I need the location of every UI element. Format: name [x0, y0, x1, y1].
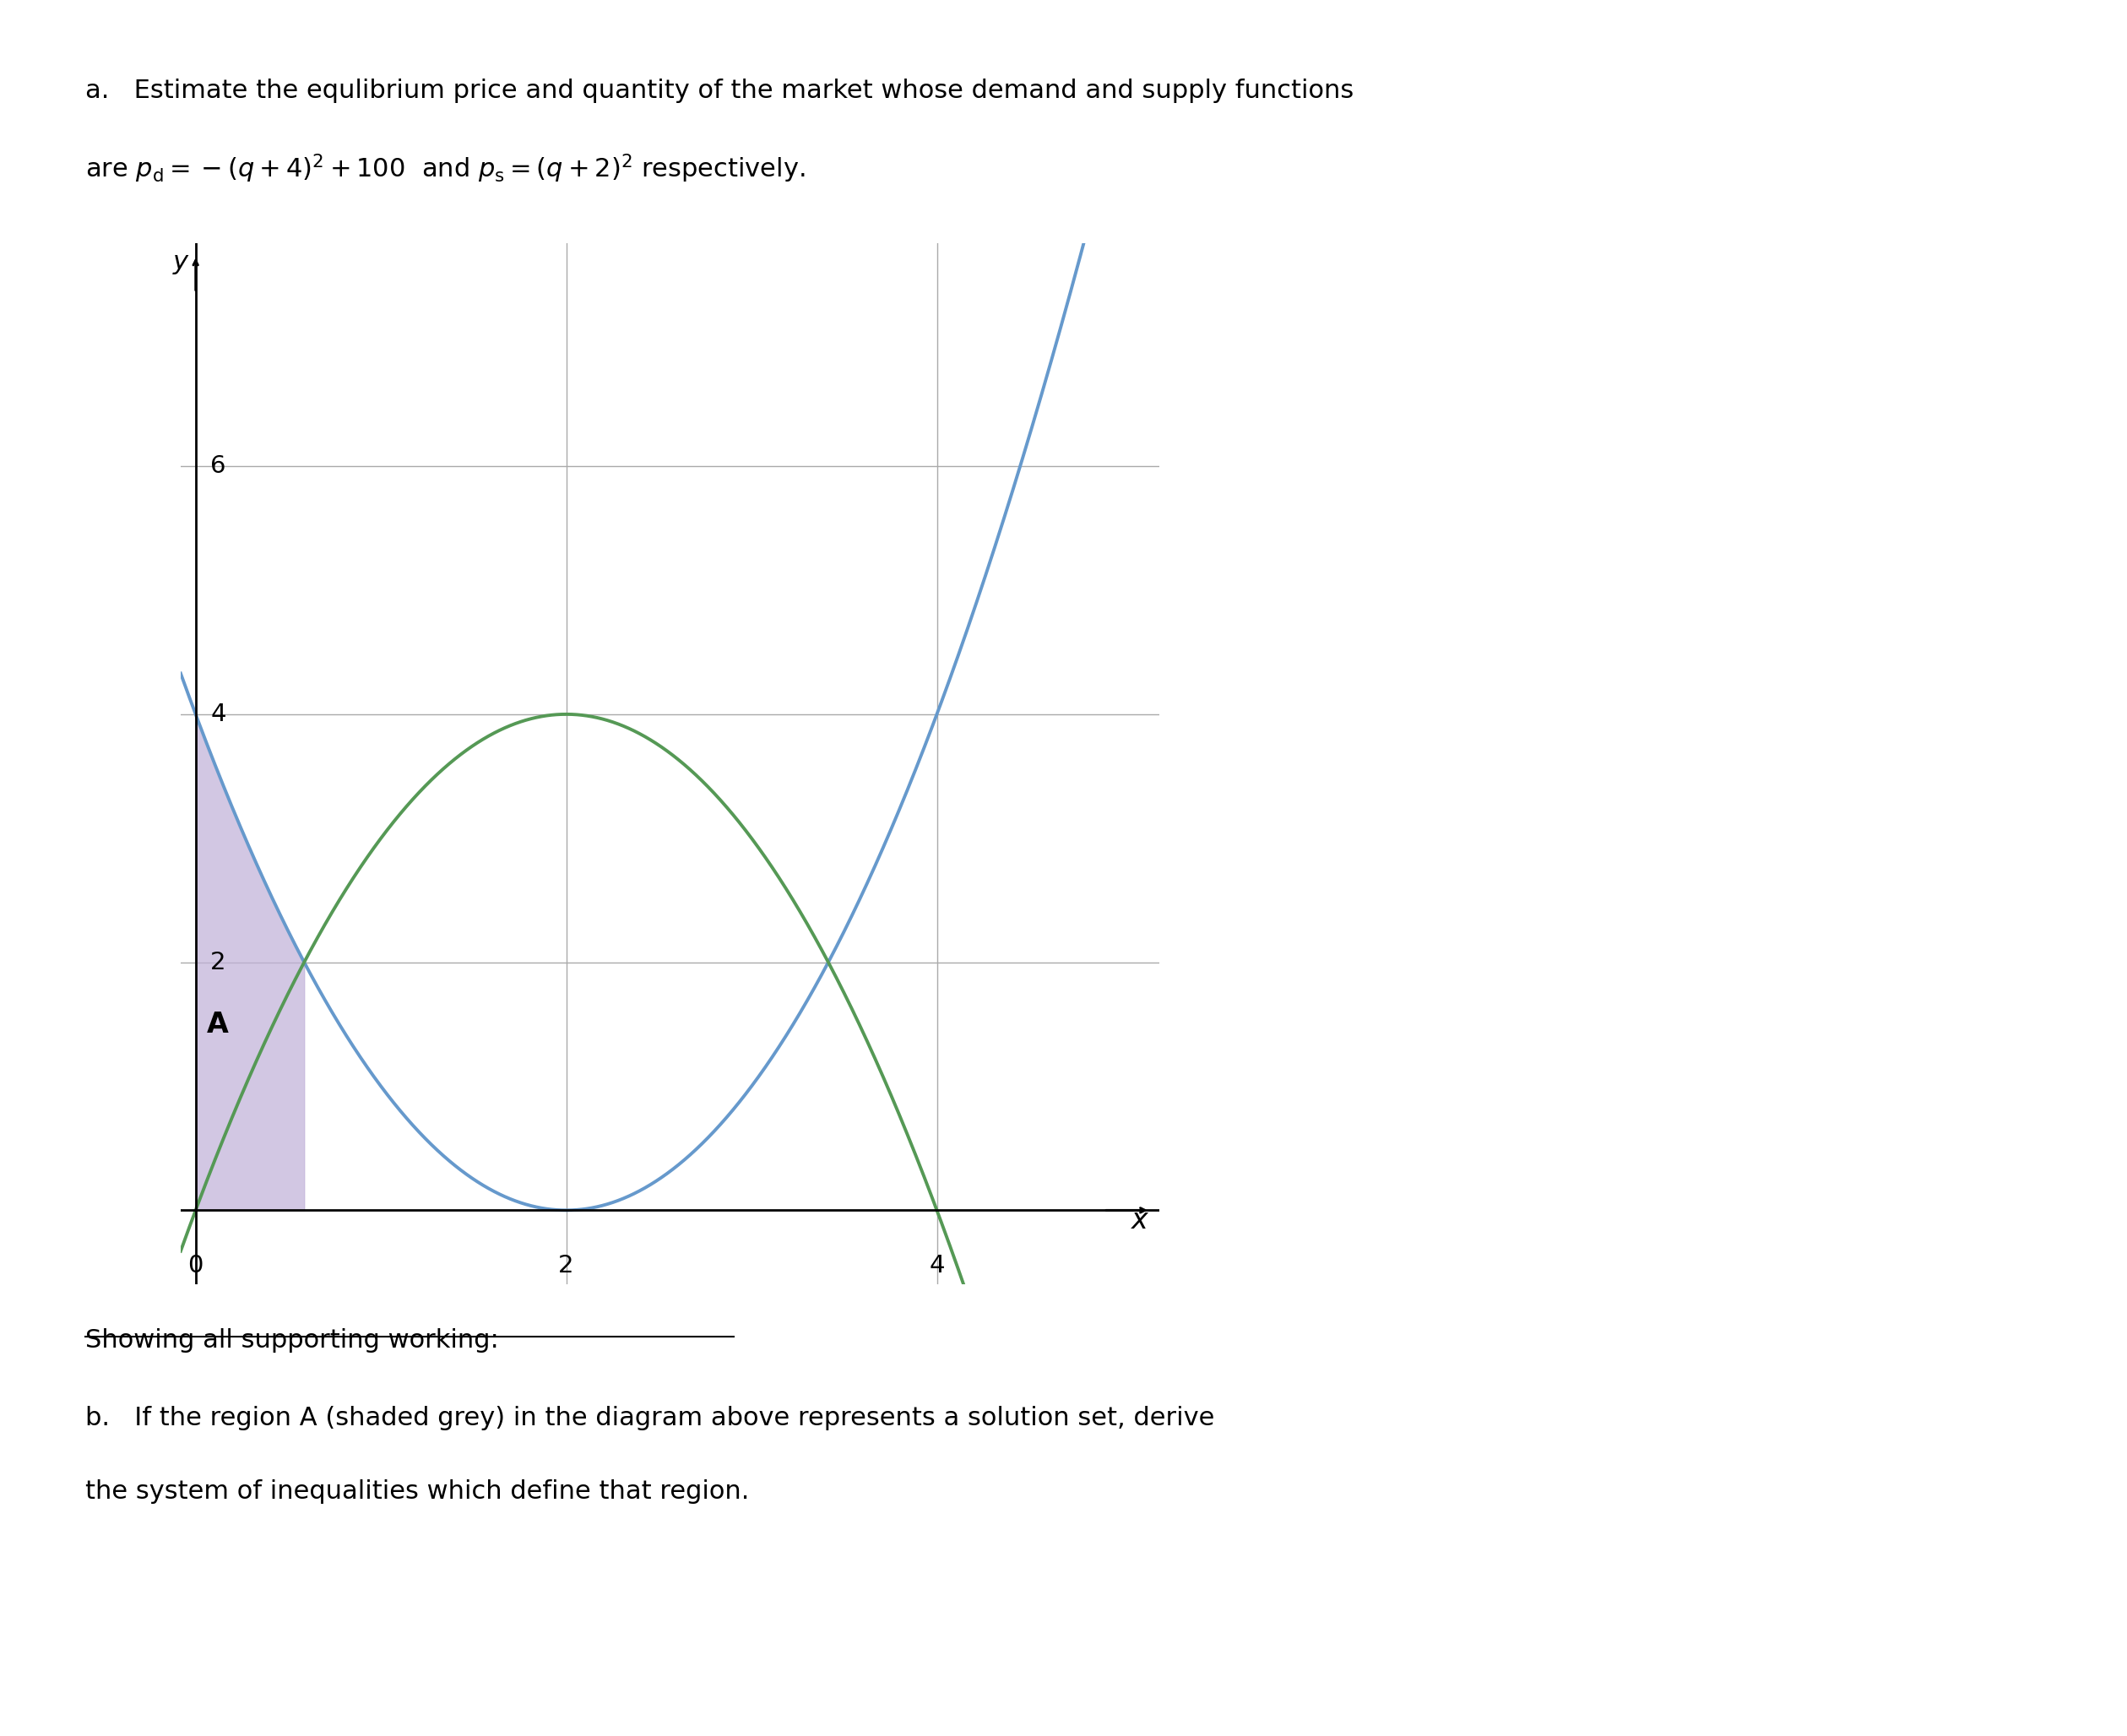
Text: the system of inequalities which define that region.: the system of inequalities which define … — [85, 1479, 749, 1503]
Text: 4: 4 — [929, 1253, 944, 1278]
Text: 4: 4 — [211, 703, 225, 726]
Text: A: A — [206, 1010, 230, 1038]
Text: Showing all supporting working:: Showing all supporting working: — [85, 1328, 498, 1352]
Text: y: y — [172, 250, 189, 274]
Text: are $p_\mathrm{d} = -(q + 4)^2 + 100$  and $p_\mathrm{s} = (q + 2)^2$ respective: are $p_\mathrm{d} = -(q + 4)^2 + 100$ an… — [85, 153, 804, 186]
Text: a.   Estimate the equlibrium price and quantity of the market whose demand and s: a. Estimate the equlibrium price and qua… — [85, 78, 1353, 102]
Text: 6: 6 — [211, 455, 225, 477]
Text: 0: 0 — [187, 1253, 204, 1278]
Text: x: x — [1132, 1207, 1149, 1234]
Text: b.   If the region A (shaded grey) in the diagram above represents a solution se: b. If the region A (shaded grey) in the … — [85, 1406, 1215, 1430]
Text: 2: 2 — [211, 950, 225, 974]
Text: 2: 2 — [559, 1253, 574, 1278]
